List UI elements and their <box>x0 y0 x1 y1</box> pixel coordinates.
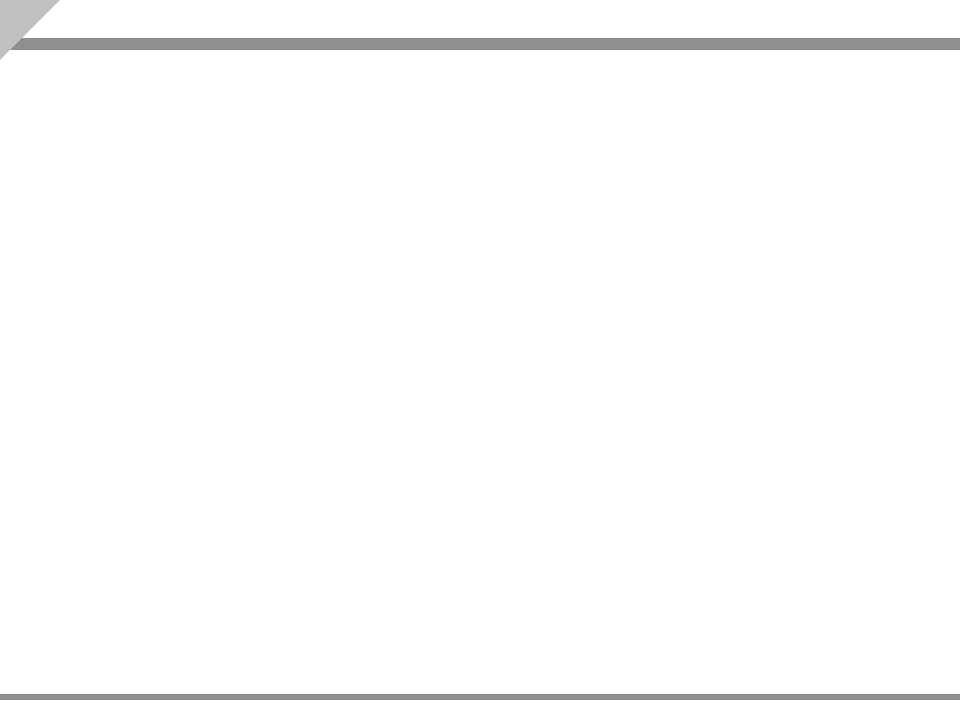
page-title <box>0 0 960 38</box>
body-text <box>0 50 960 99</box>
title-divider <box>0 38 960 50</box>
footer-divider <box>0 694 960 700</box>
diagram-svg <box>20 109 940 329</box>
diagram <box>20 109 940 329</box>
corner-decoration <box>0 0 60 60</box>
